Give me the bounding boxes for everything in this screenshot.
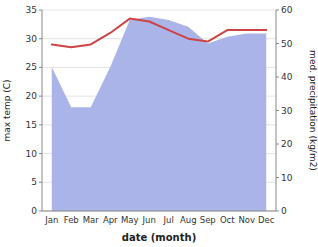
x-axis-title: date (month): [122, 232, 196, 243]
y2-tick: [276, 77, 279, 78]
y2-tick-label: 50: [281, 39, 293, 49]
chart-svg: 0 5 10 15 20 25 30 35 0 10 20 30 40 50 60 Jan Feb MarAprM…: [0, 0, 318, 247]
precipitation-area: [52, 17, 267, 211]
x-axis-line: [42, 211, 276, 212]
y-tick-label: 20: [26, 91, 38, 101]
x-tick-label: Feb: [64, 215, 79, 225]
y-tick-label: 30: [26, 34, 38, 44]
x-tick-label: Nov: [238, 215, 255, 225]
x-tick-label: Mar: [83, 215, 100, 225]
y2-tick: [276, 144, 279, 145]
y2-tick-label: 40: [281, 72, 293, 82]
axes: 0 5 10 15 20 25 30 35 0 10 20 30 40 50 60 Jan Feb MarAprM…: [26, 5, 293, 225]
chart-container: 0 5 10 15 20 25 30 35 0 10 20 30 40 50 60 Jan Feb MarAprM…: [0, 0, 318, 247]
y2-tick-label: 10: [281, 173, 293, 183]
y2-tick-label: 60: [281, 5, 293, 15]
y-tick: [39, 10, 42, 11]
y2-tick: [276, 211, 279, 212]
x-tick-label: Aug: [180, 215, 197, 225]
data-group: [52, 17, 267, 211]
x-tick-label: Jun: [142, 215, 156, 225]
y2-axis-title: med. precipitation (kg/m2): [308, 50, 318, 171]
y2-tick: [276, 10, 279, 11]
y-tick: [39, 124, 42, 125]
grid-line: [42, 10, 276, 11]
x-tick-label: Sep: [200, 215, 216, 225]
y-axis-line: [42, 10, 43, 211]
y2-tick-label: 30: [281, 106, 293, 116]
x-tick-label: Dec: [258, 215, 275, 225]
y-tick: [39, 38, 42, 39]
y-tick: [39, 96, 42, 97]
x-tick-label: Jul: [163, 215, 174, 225]
temperature-line: [52, 19, 267, 48]
y-axis-title: max temp (C): [2, 79, 12, 141]
x-tick-label: Apr: [103, 215, 118, 225]
y2-tick-label: 0: [281, 206, 287, 216]
y-tick-label: 10: [26, 149, 38, 159]
y-tick: [39, 153, 42, 154]
y-tick-label: 25: [26, 62, 37, 72]
y-tick-label: 0: [31, 206, 37, 216]
y-tick-label: 35: [26, 5, 37, 15]
x-tick-label: Jan: [44, 215, 58, 225]
x-tick-label: May: [121, 215, 139, 225]
y2-tick: [276, 43, 279, 44]
grid-line: [42, 211, 276, 212]
y2-tick: [276, 110, 279, 111]
y-tick-label: 15: [26, 120, 37, 130]
y2-tick-label: 20: [281, 139, 293, 149]
y-tick: [39, 182, 42, 183]
grid: [42, 10, 276, 211]
y2-tick: [276, 177, 279, 178]
y-tick: [39, 67, 42, 68]
y-tick-label: 5: [31, 177, 37, 187]
y-tick: [39, 211, 42, 212]
x-tick-label: Oct: [220, 215, 235, 225]
